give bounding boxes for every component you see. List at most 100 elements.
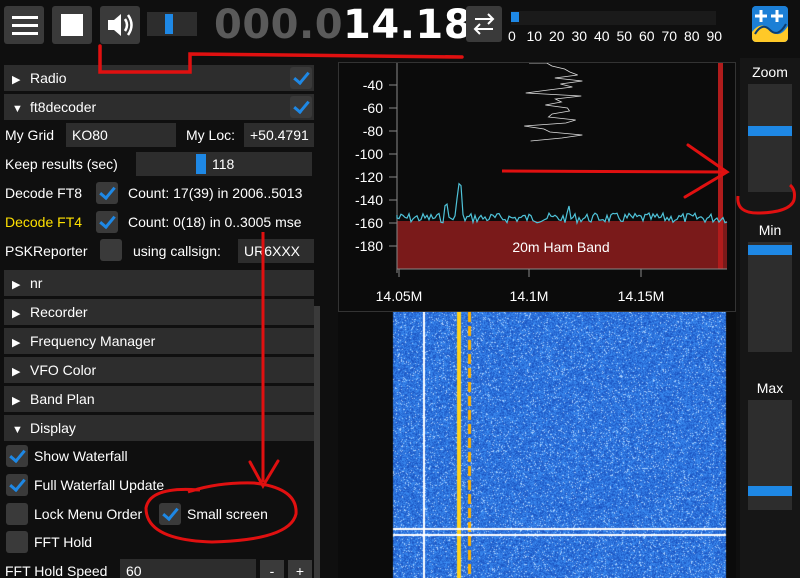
ft8decoder-enabled-checkbox[interactable]	[290, 96, 312, 118]
menu-section-label: ft8decoder	[30, 99, 97, 115]
full-waterfall-update-checkbox[interactable]	[6, 474, 28, 496]
fft-trace	[396, 182, 728, 225]
y-tick-label: -180	[355, 238, 383, 254]
hamburger-line	[12, 16, 38, 19]
menu-section-label: nr	[30, 275, 43, 291]
min-label: Min	[758, 222, 782, 238]
my-grid-label: My Grid	[5, 127, 54, 143]
y-tick-label: -60	[363, 100, 383, 116]
snr-tick-label: 50	[616, 28, 633, 44]
y-tick-label: -120	[355, 169, 383, 185]
menu-section-label: VFO Color	[30, 362, 97, 378]
decode-ft8-count: Count: 17(39) in 2006..5013	[128, 185, 303, 201]
keep-results-slider[interactable]: 118	[136, 152, 312, 176]
radio-enabled-checkbox[interactable]	[290, 67, 312, 89]
fft-spectrum-plot: -40 -60 -80 -100 -120 -140 -160 -180 14.05M 14.1…	[355, 62, 728, 304]
small-screen-checkbox[interactable]	[159, 503, 181, 525]
app-logo-icon[interactable]	[752, 6, 788, 42]
stop-button[interactable]	[52, 6, 92, 44]
app-logo-graphic	[752, 6, 788, 42]
fft-hold-label: FFT Hold	[34, 534, 93, 550]
menu-section-band-plan[interactable]: ▶ Band Plan	[4, 386, 314, 412]
y-tick-label: -40	[363, 77, 383, 93]
snr-tick-label: 40	[594, 28, 610, 44]
y-tick-label: -140	[355, 192, 383, 208]
snr-tick-label: 90	[706, 28, 723, 44]
zoom-slider-knob[interactable]	[748, 126, 792, 136]
band-plan-label: 20m Ham Band	[512, 239, 610, 255]
callsign-input[interactable]: UR6XXX	[238, 239, 314, 263]
snr-meter: 0 10 20 30 40 50 60 70 80 90	[508, 6, 723, 50]
menu-section-label: Band Plan	[30, 391, 95, 407]
right-control-panel: Zoom Min Max	[740, 58, 800, 578]
expand-arrow-icon: ▶	[12, 395, 21, 407]
menu-scrollbar[interactable]	[314, 306, 320, 578]
snr-tick-label: 80	[684, 28, 700, 44]
max-slider[interactable]	[748, 400, 792, 510]
snr-meter-track	[511, 11, 716, 25]
expand-arrow-icon: ▶	[12, 337, 21, 349]
zoom-slider[interactable]	[748, 84, 792, 192]
keep-results-slider-knob[interactable]	[196, 154, 206, 174]
min-slider[interactable]	[748, 242, 792, 352]
show-waterfall-checkbox[interactable]	[6, 445, 28, 467]
volume-slider-knob[interactable]	[165, 14, 173, 34]
frequency-display[interactable]: 000.014.182	[214, 0, 500, 50]
menu-section-recorder[interactable]: ▶ Recorder	[4, 299, 314, 325]
x-tick-label: 14.1M	[510, 288, 549, 304]
fft-hold-speed-decrease-button[interactable]: -	[260, 560, 284, 578]
hamburger-line	[12, 24, 38, 27]
pskreporter-checkbox[interactable]	[100, 239, 122, 261]
menu-section-ft8decoder[interactable]: ▼ ft8decoder	[4, 94, 314, 120]
fft-hold-speed-increase-button[interactable]: +	[288, 560, 312, 578]
swap-button[interactable]	[466, 6, 502, 42]
lock-menu-order-checkbox[interactable]	[6, 503, 28, 525]
decode-ft8-checkbox[interactable]	[96, 182, 118, 204]
my-loc-input[interactable]: +50.4791	[244, 123, 314, 147]
menu-section-nr[interactable]: ▶ nr	[4, 270, 314, 296]
x-tick-label: 14.05M	[376, 288, 423, 304]
my-loc-label: My Loc:	[186, 127, 236, 143]
decode-ft4-count: Count: 0(18) in 0..3005 mse	[128, 214, 302, 230]
min-slider-knob[interactable]	[748, 245, 792, 255]
callsign-label: using callsign:	[133, 243, 221, 259]
fft-spectrum[interactable]: -40 -60 -80 -100 -120 -140 -160 -180 14.05M 14.1…	[338, 62, 736, 312]
max-slider-knob[interactable]	[748, 486, 792, 496]
snr-tick-label: 70	[661, 28, 678, 44]
hold-trace	[524, 62, 583, 142]
stop-icon	[61, 14, 83, 36]
menu-section-vfo-color[interactable]: ▶ VFO Color	[4, 357, 314, 383]
volume-button[interactable]	[100, 6, 140, 44]
zoom-label: Zoom	[752, 64, 788, 80]
small-screen-label: Small screen	[187, 506, 268, 522]
top-bar: 000.014.182 0 10 20 30 40 50 60 70 80 90	[0, 0, 800, 58]
hamburger-line	[12, 32, 38, 35]
side-menu: ▶ Radio ▼ ft8decoder My Grid KO80 My Loc: …	[0, 62, 318, 578]
keep-results-value: 118	[212, 156, 235, 172]
fft-hold-speed-input[interactable]: 60	[120, 559, 256, 578]
menu-section-label: Frequency Manager	[30, 333, 156, 349]
waterfall-display[interactable]	[338, 312, 736, 578]
snr-tick-label: 10	[526, 28, 543, 44]
keep-results-label: Keep results (sec)	[5, 156, 118, 172]
full-waterfall-update-label: Full Waterfall Update	[34, 477, 165, 493]
decode-ft4-checkbox[interactable]	[96, 211, 118, 233]
frequency-leading-digits[interactable]: 000.0	[214, 2, 344, 48]
collapse-arrow-icon: ▼	[12, 103, 23, 115]
fft-hold-checkbox[interactable]	[6, 531, 28, 553]
pskreporter-label: PSKReporter	[5, 243, 88, 259]
my-grid-input[interactable]: KO80	[66, 123, 176, 147]
menu-section-display[interactable]: ▼ Display	[4, 415, 314, 441]
decode-ft8-label: Decode FT8	[5, 185, 83, 201]
menu-section-label: Radio	[30, 70, 67, 86]
expand-arrow-icon: ▶	[12, 366, 21, 378]
menu-section-radio[interactable]: ▶ Radio	[4, 65, 314, 91]
volume-slider[interactable]	[147, 12, 197, 36]
show-waterfall-label: Show Waterfall	[34, 448, 128, 464]
band-plan-fill	[397, 221, 727, 269]
hamburger-menu-button[interactable]	[4, 6, 44, 44]
menu-section-frequency-manager[interactable]: ▶ Frequency Manager	[4, 328, 314, 354]
collapse-arrow-icon: ▼	[12, 424, 23, 436]
swap-arrows-icon	[473, 13, 495, 35]
snr-meter-fill	[511, 12, 519, 22]
